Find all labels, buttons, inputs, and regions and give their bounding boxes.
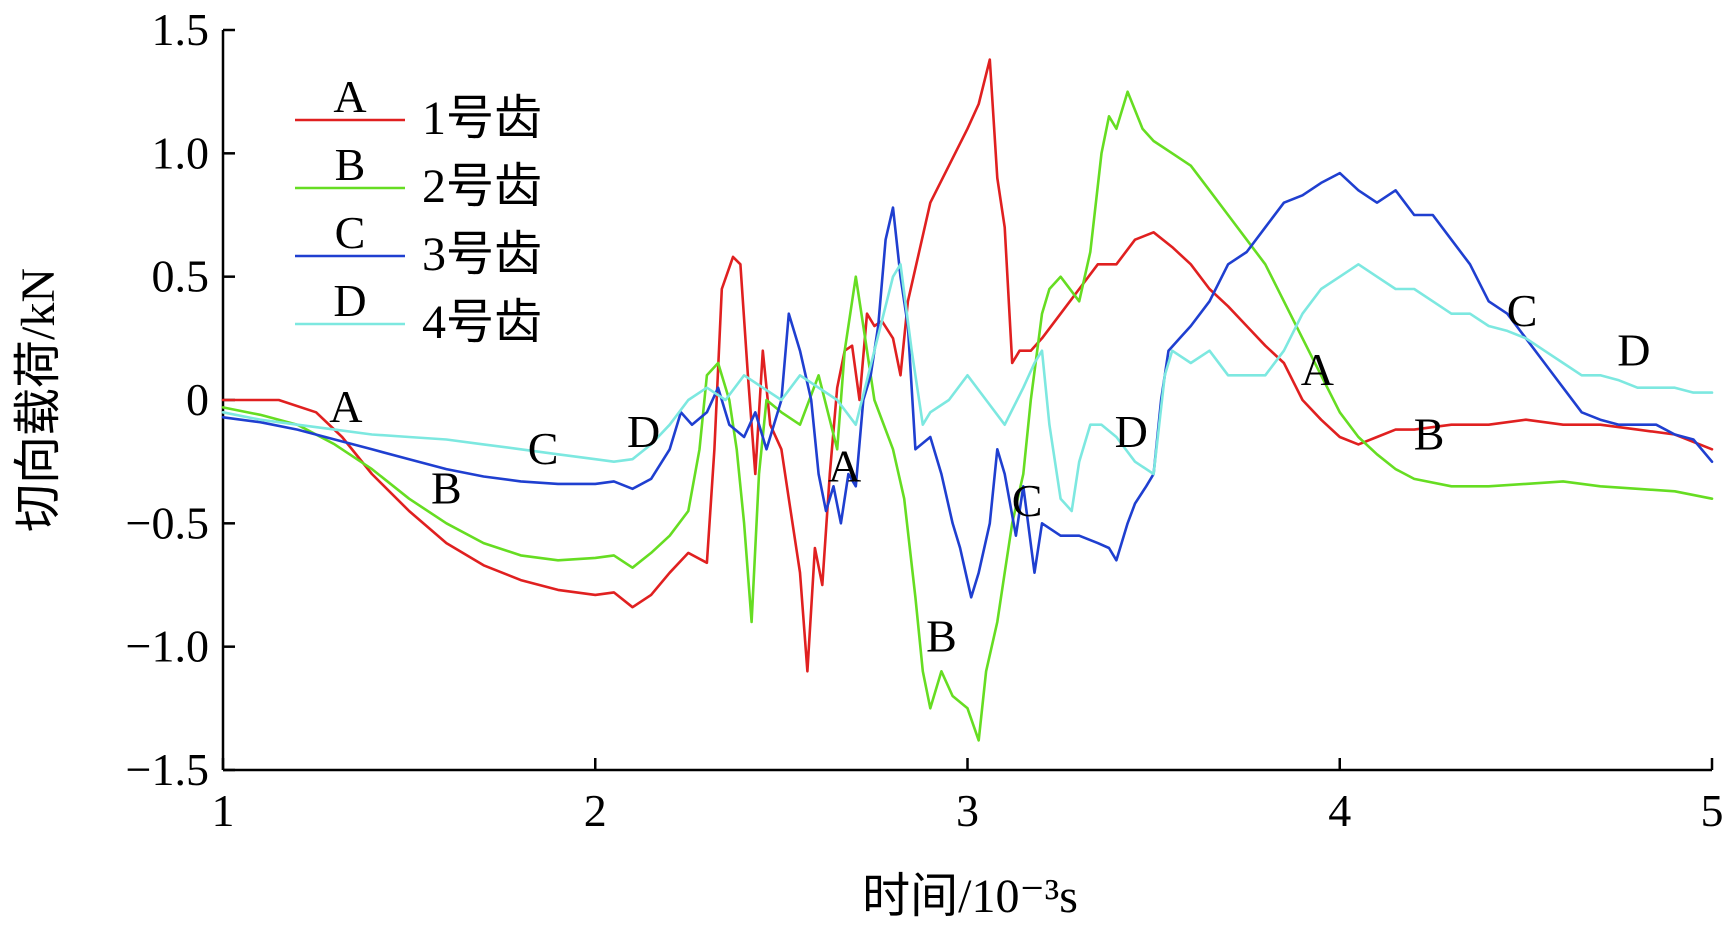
y-axis-ticks: −1.5 −1.0 −0.5 0 0.5 1.0 1.5 bbox=[126, 4, 235, 795]
legend-letter: A bbox=[333, 71, 366, 122]
curve-label-b: B bbox=[1414, 408, 1445, 459]
y-tick-label: −0.5 bbox=[126, 497, 209, 548]
legend-series-name: 4号齿 bbox=[422, 296, 542, 349]
legend-series-name: 1号齿 bbox=[422, 92, 542, 145]
series-line-d bbox=[221, 263, 1714, 513]
legend-series-name: 2号齿 bbox=[422, 160, 542, 213]
legend-series-name: 3号齿 bbox=[422, 228, 542, 281]
x-tick-label: 2 bbox=[584, 785, 607, 836]
x-tick-label: 5 bbox=[1701, 785, 1724, 836]
curve-label-d: D bbox=[1115, 406, 1148, 457]
curve-labels: A B C D A B C D A B C D bbox=[329, 285, 1650, 662]
x-axis-title: 时间/10⁻³s bbox=[862, 870, 1078, 923]
y-axis-title: 切向载荷/kN bbox=[12, 268, 65, 532]
series-line-a bbox=[221, 58, 1714, 673]
x-axis-ticks: 1 2 3 4 5 bbox=[212, 758, 1724, 836]
curve-label-a: A bbox=[1301, 344, 1334, 395]
legend: A 1号齿 B 2号齿 C 3号齿 D 4号齿 bbox=[295, 71, 542, 349]
curve-label-b: B bbox=[926, 611, 957, 662]
curve-label-a: A bbox=[828, 440, 861, 491]
curve-label-d: D bbox=[627, 406, 660, 457]
curve-label-a: A bbox=[329, 381, 362, 432]
series-line-c bbox=[221, 171, 1714, 599]
y-tick-label: 1.5 bbox=[152, 4, 210, 55]
curve-label-c: C bbox=[1507, 285, 1538, 336]
curve-label-d: D bbox=[1617, 324, 1650, 375]
x-tick-label: 1 bbox=[212, 785, 235, 836]
y-tick-label: 0.5 bbox=[152, 251, 210, 302]
x-tick-label: 3 bbox=[956, 785, 979, 836]
legend-letter: D bbox=[333, 275, 366, 326]
y-tick-label: 1.0 bbox=[152, 127, 210, 178]
y-tick-label: 0 bbox=[186, 374, 209, 425]
x-tick-label: 4 bbox=[1328, 785, 1351, 836]
curve-label-c: C bbox=[528, 423, 559, 474]
curve-label-c: C bbox=[1012, 475, 1043, 526]
series-line-b bbox=[221, 90, 1714, 742]
curve-label-b: B bbox=[431, 463, 462, 514]
y-tick-label: −1.5 bbox=[126, 744, 209, 795]
series-layer bbox=[221, 58, 1714, 742]
legend-letter: C bbox=[335, 207, 366, 258]
legend-letter: B bbox=[335, 139, 366, 190]
y-tick-label: −1.0 bbox=[126, 621, 209, 672]
